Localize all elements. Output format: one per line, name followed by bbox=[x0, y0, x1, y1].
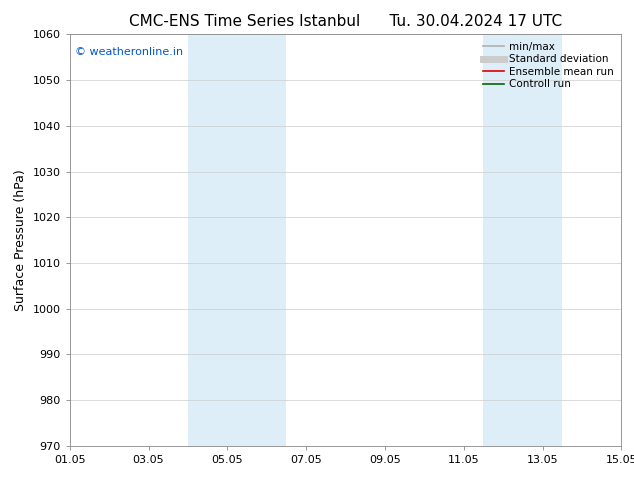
Bar bbox=[483, 34, 562, 446]
Y-axis label: Surface Pressure (hPa): Surface Pressure (hPa) bbox=[14, 169, 27, 311]
Title: CMC-ENS Time Series Istanbul      Tu. 30.04.2024 17 UTC: CMC-ENS Time Series Istanbul Tu. 30.04.2… bbox=[129, 14, 562, 29]
Legend: min/max, Standard deviation, Ensemble mean run, Controll run: min/max, Standard deviation, Ensemble me… bbox=[479, 37, 618, 94]
Bar bbox=[188, 34, 287, 446]
Text: © weatheronline.in: © weatheronline.in bbox=[75, 47, 183, 57]
